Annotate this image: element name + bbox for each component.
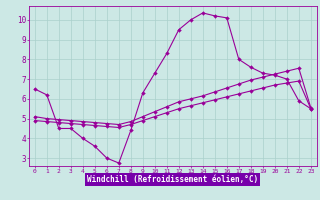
X-axis label: Windchill (Refroidissement éolien,°C): Windchill (Refroidissement éolien,°C): [87, 175, 258, 184]
